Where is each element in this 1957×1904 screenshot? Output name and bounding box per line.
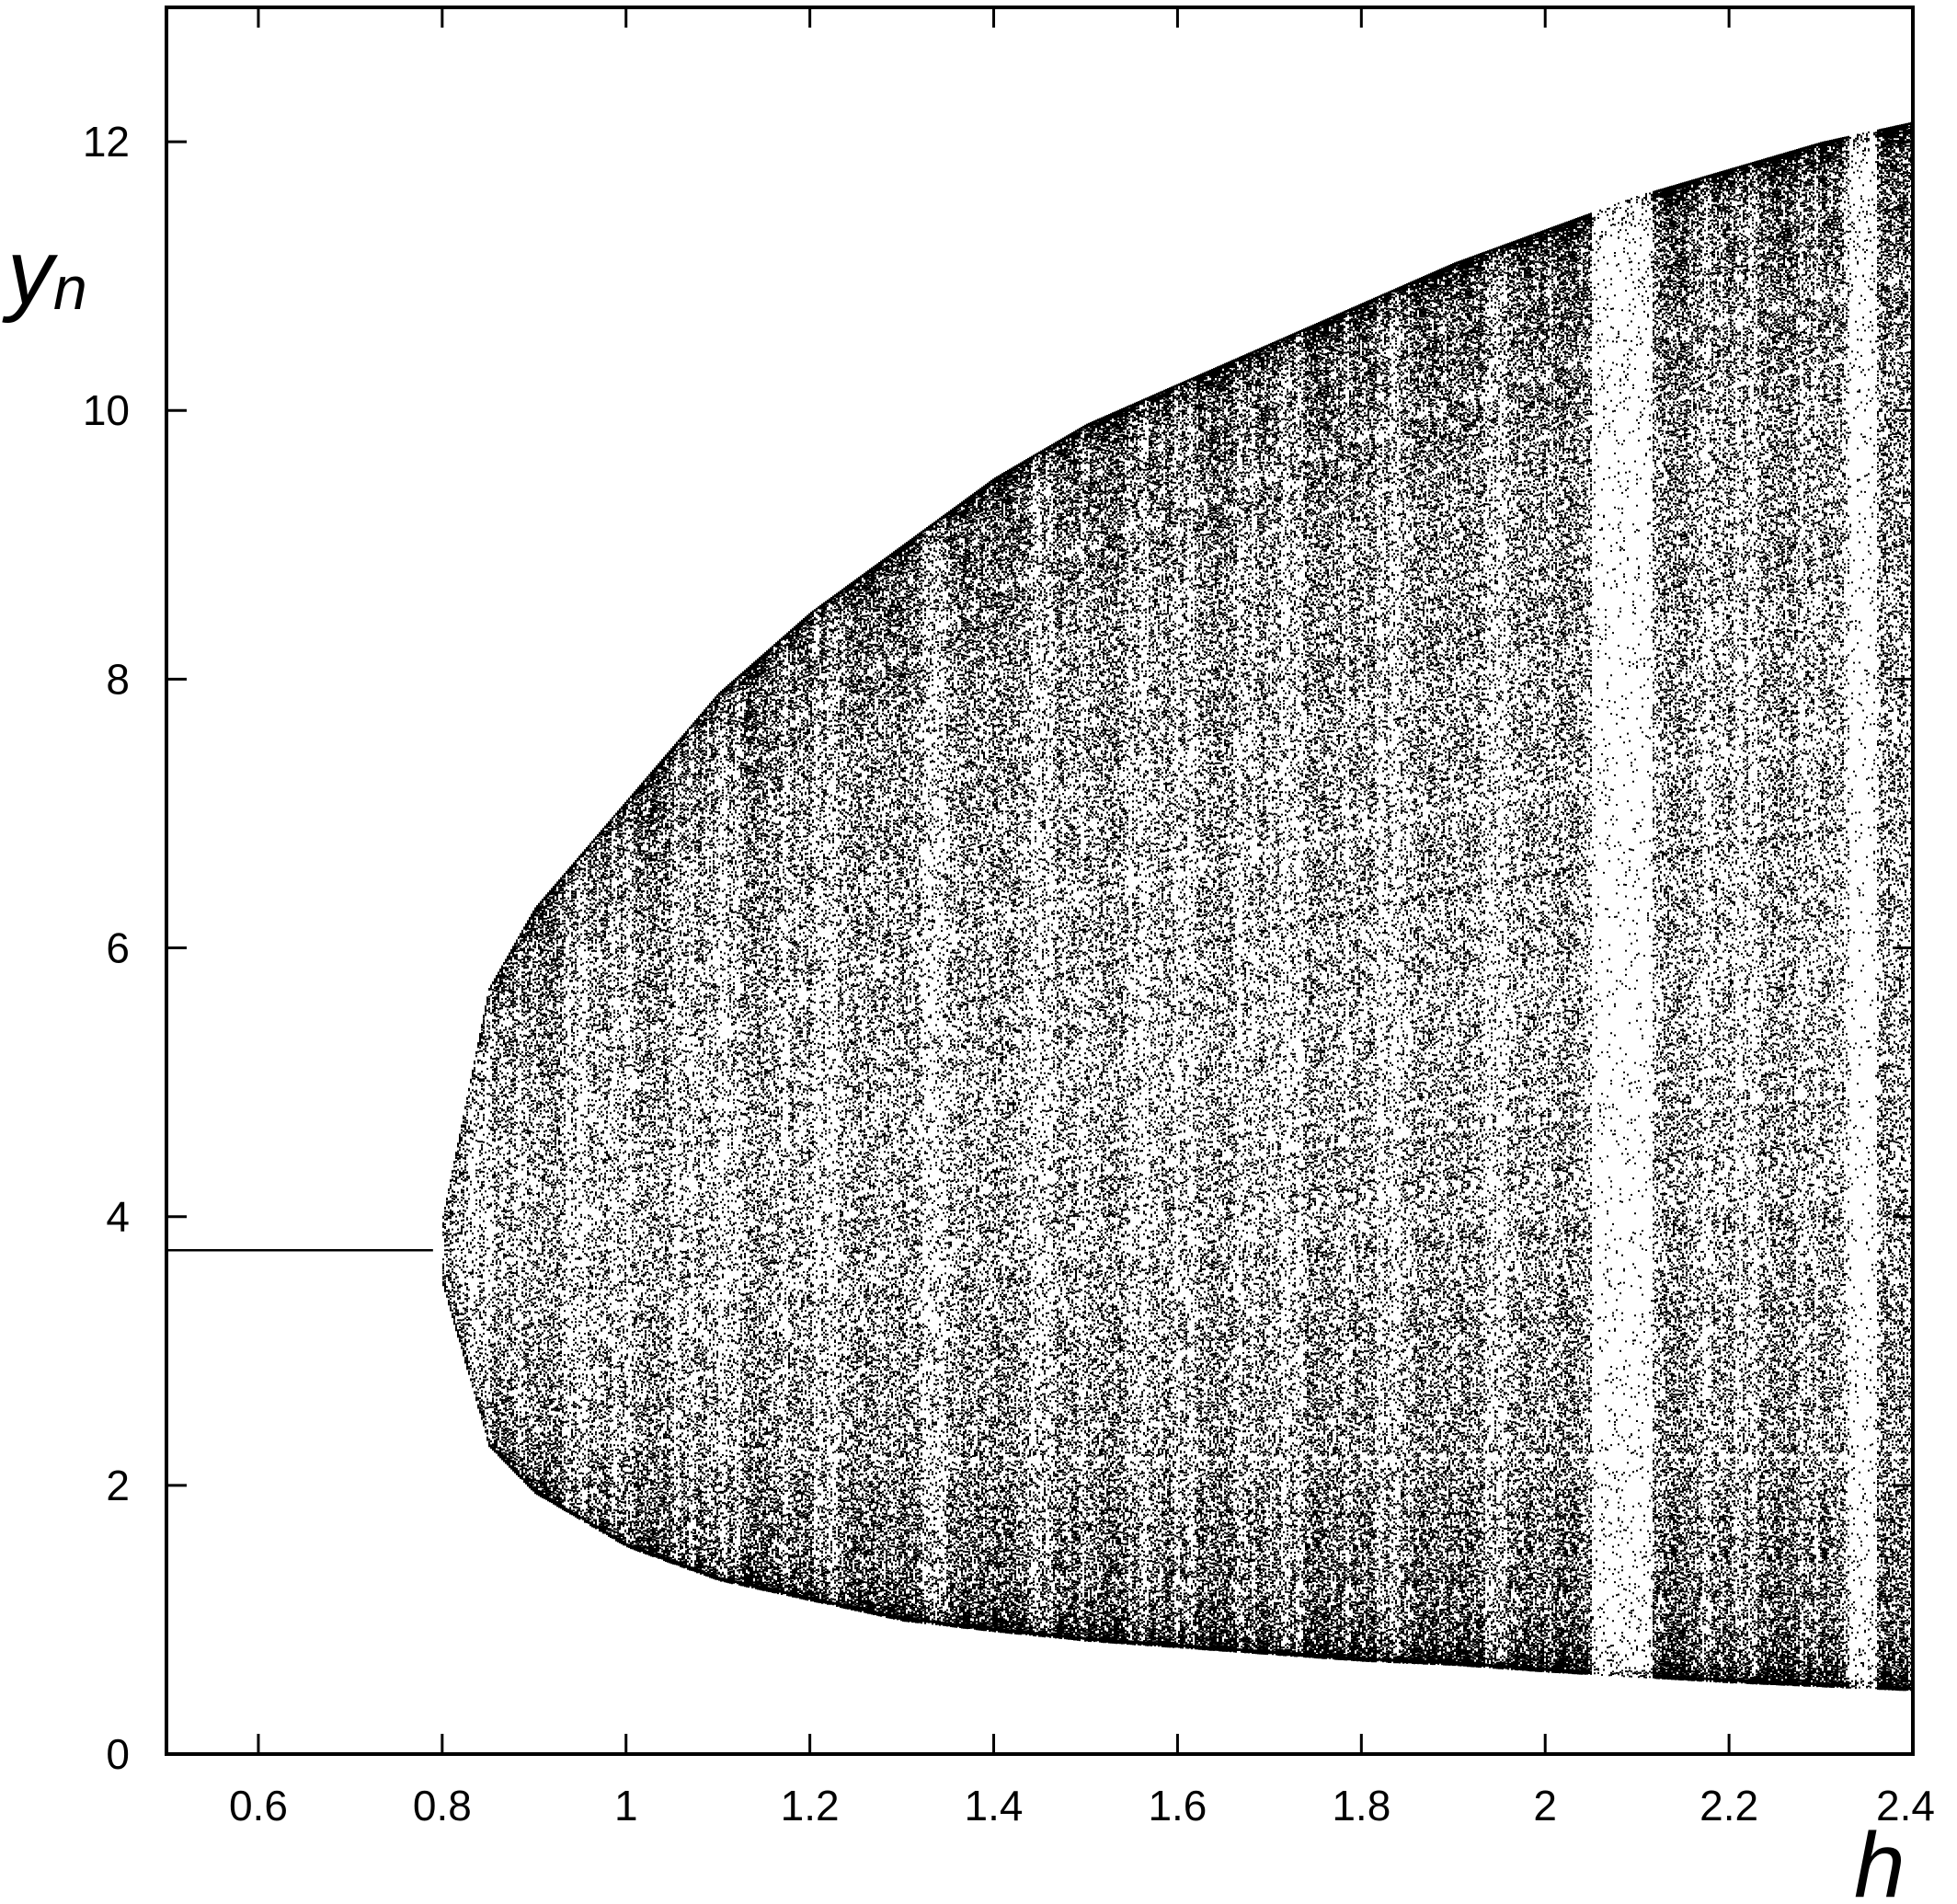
plot-frame <box>165 6 1915 1756</box>
y-tick-labels: 0 2 4 6 8 10 12 <box>83 118 130 1778</box>
y-tick-label: 0 <box>106 1730 130 1778</box>
y-tick-label: 12 <box>83 118 130 166</box>
y-tick-label: 4 <box>106 1193 130 1241</box>
x-tick-label: 1.4 <box>965 1782 1024 1829</box>
y-tick-label: 10 <box>83 386 130 434</box>
y-axis-label-subscript: n <box>53 254 87 322</box>
x-tick-label: 1.8 <box>1332 1782 1390 1829</box>
x-tick-label: 2 <box>1533 1782 1557 1829</box>
x-tick-label: 1.2 <box>781 1782 840 1829</box>
x-tick-label: 0.6 <box>229 1782 288 1829</box>
x-tick-label: 2.4 <box>1876 1782 1935 1829</box>
y-tick-label: 6 <box>106 924 130 972</box>
scatter-points <box>442 121 1914 1692</box>
x-axis-label: h <box>1854 1814 1906 1904</box>
axis-ticks <box>166 7 1915 1756</box>
x-tick-label: 2.2 <box>1700 1782 1758 1829</box>
y-tick-label: 2 <box>106 1462 130 1509</box>
x-tick-label: 1 <box>614 1782 638 1829</box>
x-tick-labels: 0.6 0.8 1 1.2 1.4 1.6 1.8 2 2.2 2.4 <box>229 1782 1935 1829</box>
y-axis-label-main: y <box>2 221 59 324</box>
y-tick-label: 8 <box>106 655 130 703</box>
scatter-dots <box>442 121 1914 1692</box>
y-axis-label: yn <box>2 221 87 324</box>
x-tick-label: 0.8 <box>413 1782 472 1829</box>
x-tick-label: 1.6 <box>1148 1782 1207 1829</box>
